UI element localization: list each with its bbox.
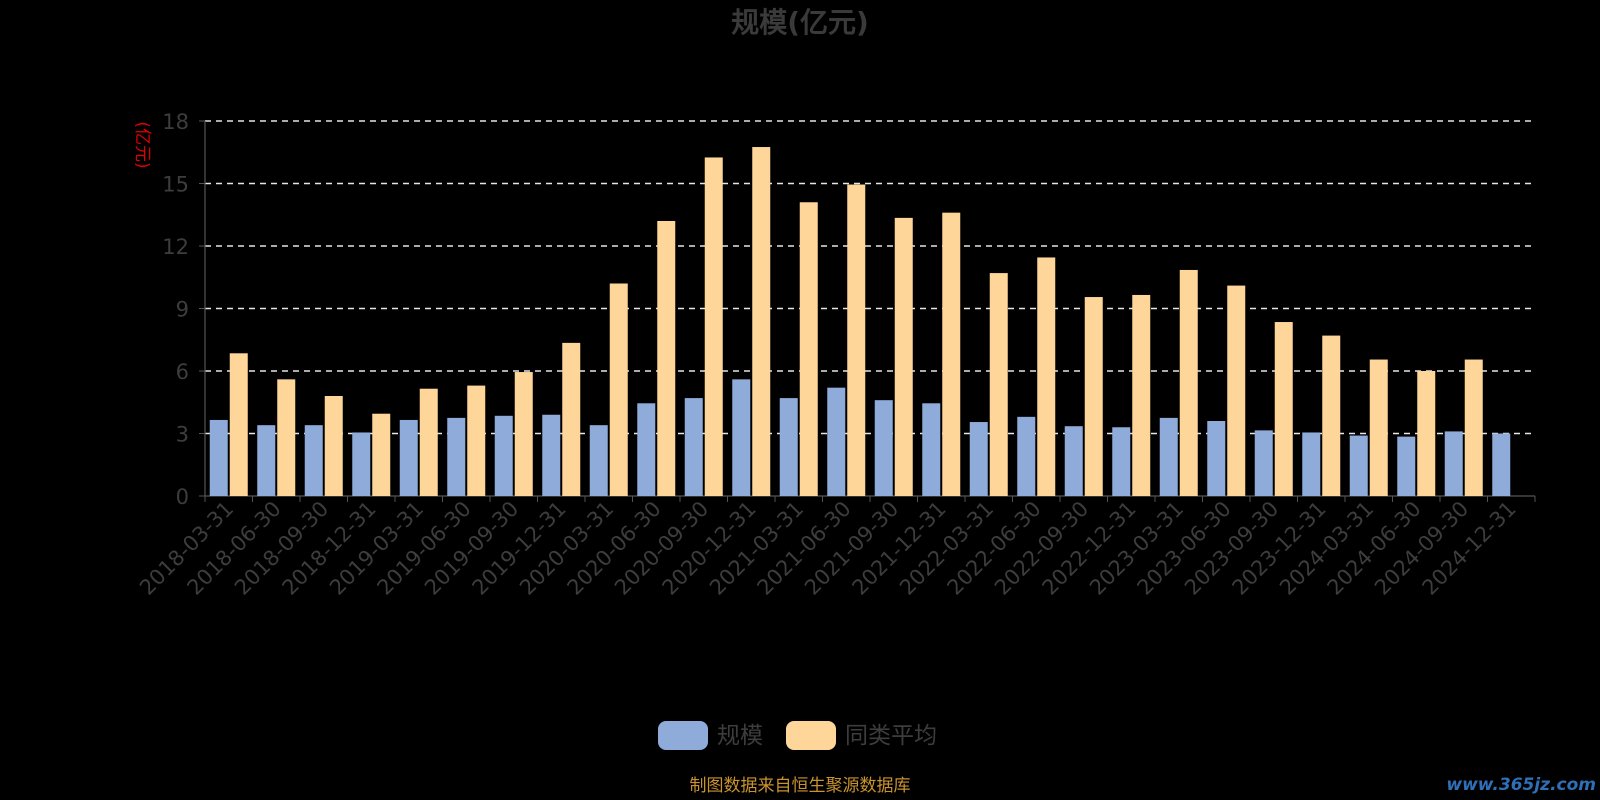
bar-peer-average	[1227, 285, 1246, 496]
bar-peer-average	[847, 184, 866, 496]
bar-peer-average	[514, 372, 533, 496]
bar-scale	[494, 415, 513, 496]
bar-peer-average	[562, 342, 581, 496]
grid-lines	[205, 120, 1535, 435]
bar-peer-average	[1084, 297, 1103, 496]
y-tick-label: 12	[162, 235, 189, 259]
bar-peer-average	[419, 388, 438, 496]
bar-peer-average	[894, 217, 913, 496]
bar-scale	[1207, 421, 1226, 496]
bar-scale	[1349, 435, 1368, 496]
bar-scale	[1159, 417, 1178, 496]
bar-peer-average	[1037, 257, 1056, 496]
bar-peer-average	[1417, 371, 1436, 496]
bar-peer-average	[609, 283, 628, 496]
legend: 规模 同类平均	[658, 721, 937, 750]
chart-title: 规模(亿元)	[731, 6, 869, 39]
bar-scale	[1254, 430, 1273, 496]
bar-peer-average	[989, 273, 1008, 496]
bar-peer-average	[1322, 335, 1341, 496]
bar-scale	[209, 419, 228, 496]
bar-peer-average	[1464, 359, 1483, 496]
bar-scale	[637, 403, 656, 496]
bar-scale	[684, 398, 703, 496]
bar-scale	[1017, 416, 1036, 496]
bar-peer-average	[1369, 359, 1388, 496]
bar-scale	[732, 379, 751, 496]
legend-swatch	[786, 721, 836, 750]
x-tick-labels: 2018-03-312018-06-302018-09-302018-12-31…	[135, 497, 1521, 600]
y-tick-label: 18	[162, 110, 189, 134]
bar-peer-average	[799, 202, 818, 496]
bar-scale	[1397, 436, 1416, 496]
bar-scale	[352, 432, 371, 496]
bar-scale	[304, 425, 323, 496]
legend-label: 规模	[717, 723, 763, 749]
watermark: www.365jz.com	[1446, 775, 1596, 795]
bar-peer-average	[1179, 269, 1198, 496]
bar-scale	[542, 414, 561, 496]
y-tick-label: 3	[176, 423, 189, 447]
y-axis-unit-label: (亿元)	[132, 121, 152, 168]
bar-scale	[1064, 426, 1083, 496]
bar-scale	[779, 398, 798, 496]
bar-peer-average	[704, 157, 723, 497]
legend-swatch	[658, 721, 708, 750]
bar-peer-average	[1274, 322, 1293, 496]
bar-peer-average	[657, 221, 676, 496]
bar-peer-average	[752, 147, 771, 496]
bar-peer-average	[277, 379, 296, 496]
bar-peer-average	[467, 385, 486, 496]
bar-scale	[1492, 433, 1511, 496]
bar-peer-average	[229, 353, 248, 496]
bar-scale	[827, 387, 846, 496]
bar-peer-average	[942, 212, 961, 496]
bar-scale	[1302, 432, 1321, 496]
source-note: 制图数据来自恒生聚源数据库	[690, 776, 911, 796]
bar-scale	[1112, 427, 1131, 496]
bar-scale	[589, 425, 608, 496]
y-tick-labels: 0 3 6 9 12 15 18	[162, 110, 189, 509]
bar-scale	[922, 403, 941, 496]
bar-scale	[874, 400, 893, 496]
y-tick-label: 9	[176, 298, 189, 322]
bar-scale	[1444, 431, 1463, 496]
bar-scale	[969, 422, 988, 496]
bars	[209, 147, 1511, 497]
y-tick-label: 15	[162, 173, 189, 197]
bar-peer-average	[1132, 294, 1151, 496]
bar-peer-average	[372, 413, 391, 496]
bar-scale	[257, 425, 276, 496]
y-tick-label: 6	[176, 360, 189, 384]
bar-scale	[399, 419, 418, 496]
y-tick-label: 0	[176, 485, 189, 509]
legend-label: 同类平均	[845, 723, 937, 749]
bar-peer-average	[324, 396, 343, 496]
bar-scale	[447, 417, 466, 496]
